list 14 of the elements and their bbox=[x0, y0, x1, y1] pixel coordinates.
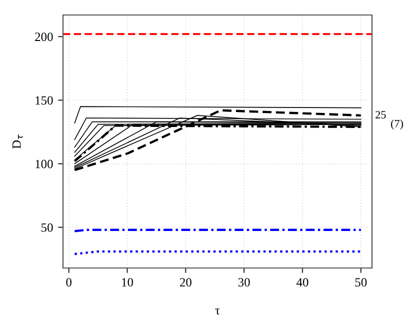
text: (7) bbox=[391, 120, 404, 130]
x-axis-title: τ bbox=[215, 308, 220, 315]
y-axis-title: D$_{τ}$ bbox=[12, 134, 23, 149]
y-tick-label: 150 bbox=[36, 96, 53, 105]
y-tick-label: 50 bbox=[42, 223, 53, 232]
y-tick-label: 100 bbox=[36, 160, 53, 168]
x-tick-label: 10 bbox=[122, 278, 134, 287]
x-tick-label: 50 bbox=[355, 278, 367, 287]
x-tick-label: 20 bbox=[180, 278, 192, 287]
x-tick-label: 40 bbox=[296, 278, 308, 287]
x-tick-label: 30 bbox=[238, 278, 250, 287]
y-tick-label: 200 bbox=[35, 32, 53, 42]
x-tick-label: 0 bbox=[66, 278, 72, 287]
text: 25 bbox=[376, 111, 386, 118]
